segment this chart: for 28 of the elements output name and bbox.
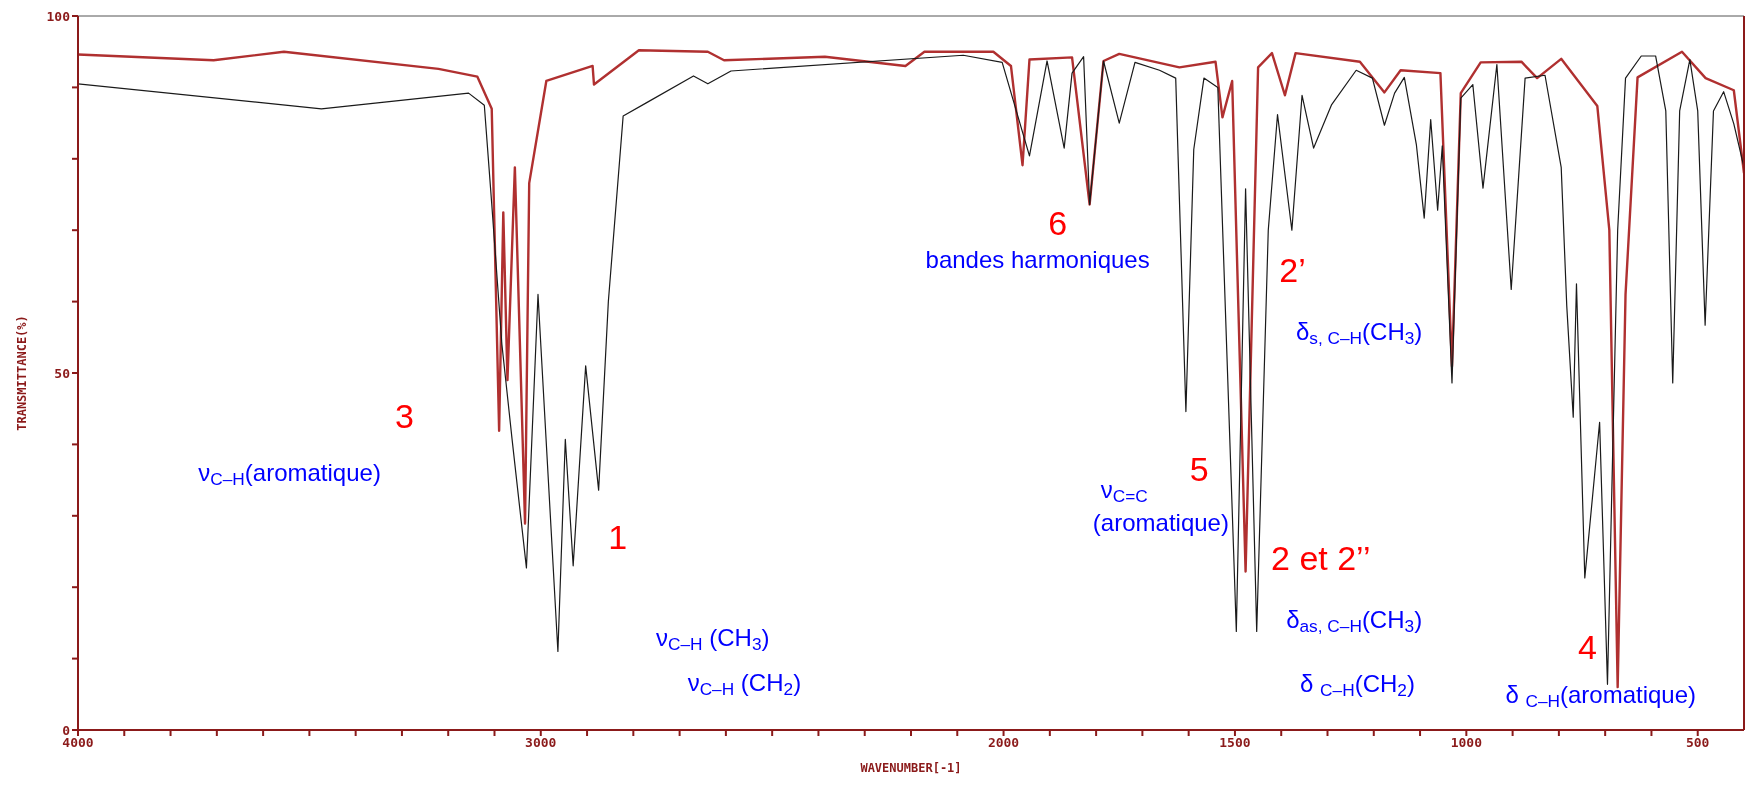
annotation: δ $_{C–H}$(aromatique) <box>1505 681 1697 711</box>
annotation: 3 <box>395 396 414 435</box>
annotation: δ$_{as, C–H}$(CH$_{3}$) <box>1286 606 1423 636</box>
x-tick-label: 4000 <box>62 735 94 751</box>
annotation: 1 <box>608 518 628 557</box>
y-tick-label: 100 <box>46 8 71 24</box>
x-axis-title: WAVENUMBER[-1] <box>860 761 962 775</box>
annotation: δ $_{C–H}$(CH$_{2}$) <box>1300 670 1415 700</box>
annotation: 5 <box>1189 449 1209 488</box>
annotation: bandes harmoniques <box>925 246 1150 274</box>
annotation: 6 <box>1048 203 1068 242</box>
y-axis-title: TRANSMITTANCE(%) <box>15 315 30 431</box>
annotation: ν$_{C–H}$ (CH$_{3}$) <box>656 624 770 654</box>
annotation: ν$_{C=C}$ <box>1100 475 1148 506</box>
x-tick-label: 500 <box>1685 735 1710 751</box>
annotation: 2 et 2’’ <box>1271 539 1371 578</box>
x-tick-label: 3000 <box>525 735 557 751</box>
annotation: (aromatique) <box>1092 509 1229 537</box>
annotation: ν$_{C–H}$ (CH$_{2}$) <box>687 669 802 699</box>
x-tick-label: 2000 <box>987 735 1020 751</box>
annotation: 4 <box>1577 628 1597 667</box>
x-tick-label: 1000 <box>1450 735 1483 751</box>
y-tick-label: 50 <box>54 365 71 381</box>
annotation: ν$_{C–H}$(aromatique) <box>198 459 381 489</box>
annotation: δ$_{s, C–H}$(CH$_{3}$) <box>1295 318 1423 348</box>
annotation: 2’ <box>1279 251 1306 290</box>
y-tick-label: 0 <box>62 722 71 738</box>
x-tick-label: 1500 <box>1219 735 1251 751</box>
